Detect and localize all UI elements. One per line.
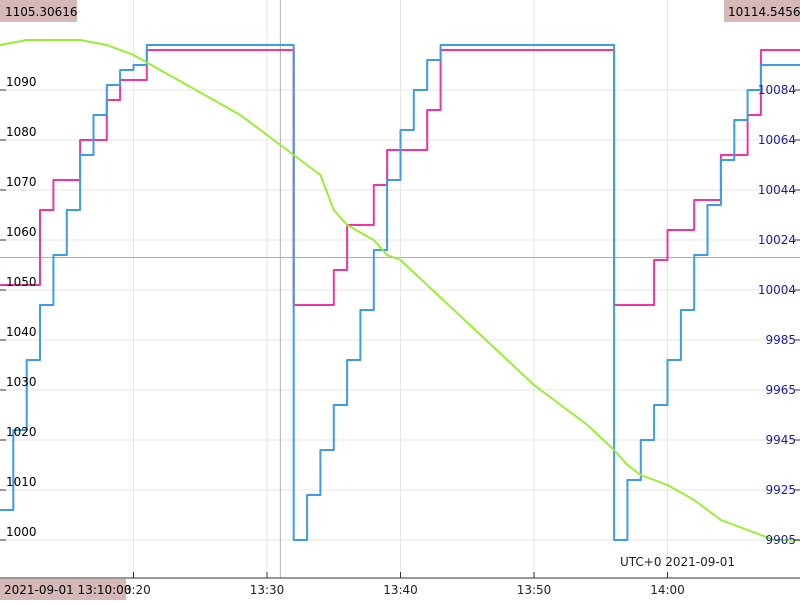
x-tick-label: 13:50: [517, 583, 552, 597]
y-left-tick-label: 1090: [6, 75, 37, 89]
crosshair-left-value: 1105.30616: [5, 5, 78, 19]
series-layer: [0, 39, 800, 541]
y-left-tick-label: 1080: [6, 125, 37, 139]
y-right-tick-label: 9905: [765, 533, 796, 547]
x-tick-label: 13:40: [383, 583, 418, 597]
y-left-tick-label: 1000: [6, 525, 37, 539]
y-left-tick-label: 1010: [6, 475, 37, 489]
y-left-tick-label: 1040: [6, 325, 37, 339]
series-line-1: [0, 49, 800, 306]
y-right-tick-label: 9985: [765, 333, 796, 347]
y-right-tick-label: 10024: [758, 233, 796, 247]
y-left-tick-label: 1070: [6, 175, 37, 189]
y-right-tick-label: 9965: [765, 383, 796, 397]
series-line-2: [0, 44, 800, 541]
crosshair-time-bg: [0, 579, 126, 600]
y-left-tick-label: 1030: [6, 375, 37, 389]
y-left-tick-label: 1050: [6, 275, 37, 289]
x-tick-label: 14:00: [650, 583, 685, 597]
y-right-tick-label: 10044: [758, 183, 796, 197]
y-left-tick-label: 1060: [6, 225, 37, 239]
y-right-tick-label: 10064: [758, 133, 796, 147]
series-line-3: [0, 39, 800, 541]
timezone-label: UTC+0 2021-09-01: [620, 555, 735, 569]
crosshair-left-value-bg: [0, 0, 77, 22]
y-left-tick-label: 1020: [6, 425, 37, 439]
x-tick-label: 13:30: [250, 583, 285, 597]
crosshair-right-value: 10114.5456: [728, 5, 800, 19]
crosshair-right-value-bg: [724, 0, 800, 22]
axis-layer: 1000 1010 1020 1030 1040 1050 1060 1070 1080 1090…: [0, 75, 800, 597]
grid-layer: [0, 0, 800, 578]
y-right-tick-label: 9945: [765, 433, 796, 447]
crosshair-time: 2021-09-01 13:10:00: [4, 583, 131, 597]
y-right-tick-label: 10084: [758, 83, 796, 97]
y-right-tick-label: 9925: [765, 483, 796, 497]
y-right-tick-label: 10004: [758, 283, 796, 297]
